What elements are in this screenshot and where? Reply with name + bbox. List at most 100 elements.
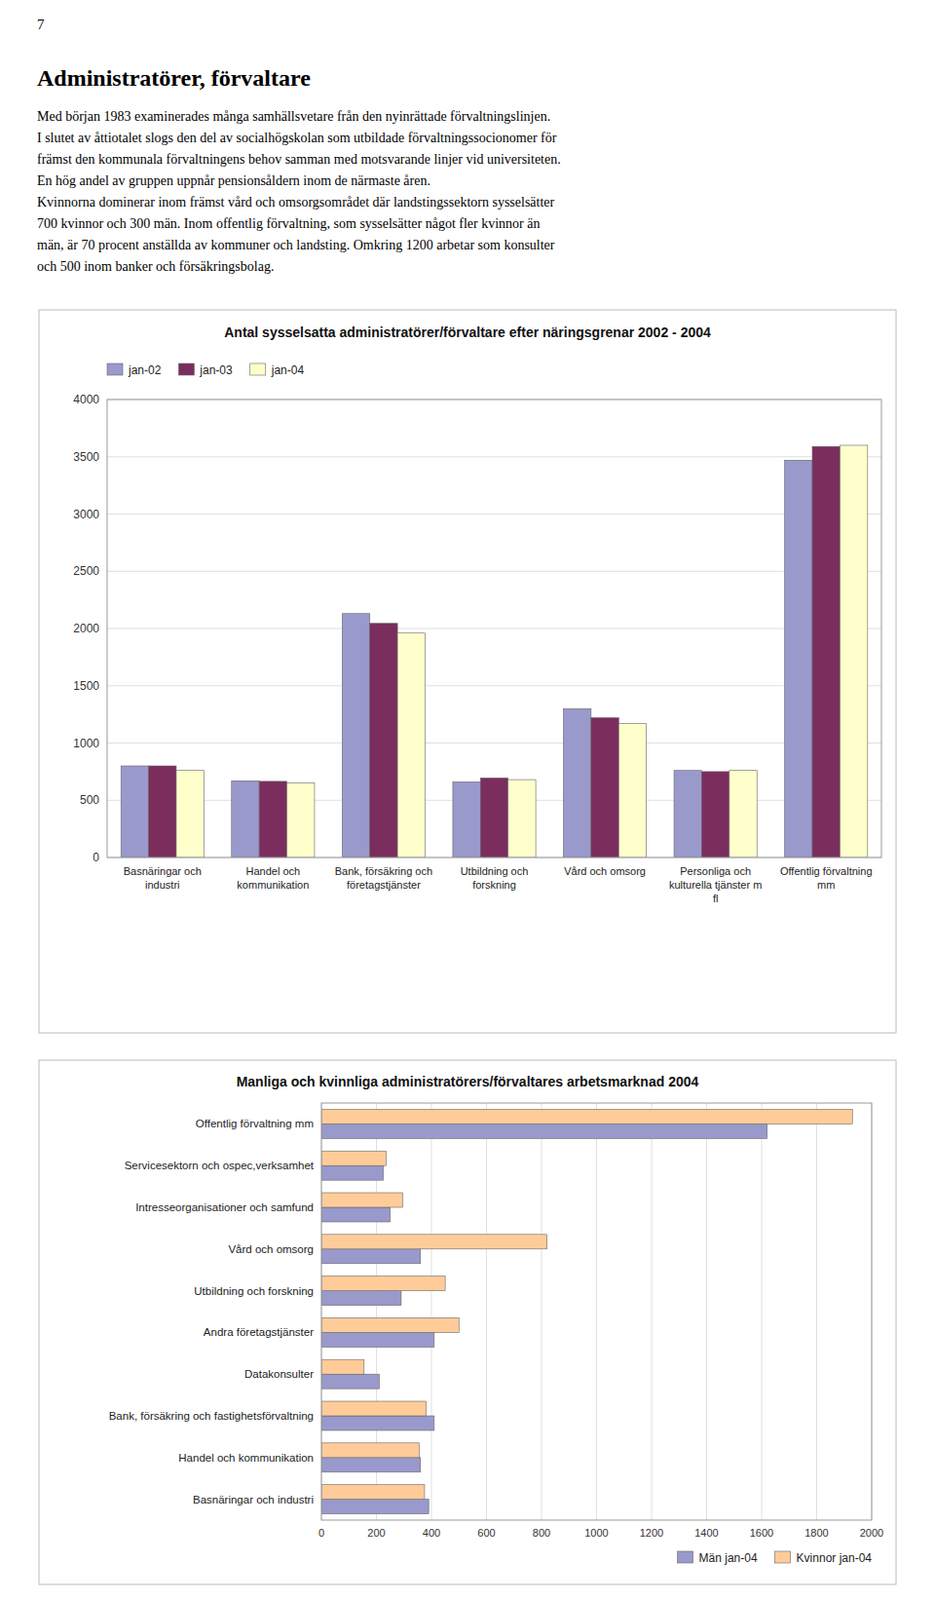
category-line: företagstjänster	[346, 878, 421, 891]
body-text: Med början 1983 examinerades många samhä…	[37, 109, 561, 274]
grid-line	[107, 455, 882, 457]
category-line: Handel och	[246, 864, 301, 877]
body-line: 700 kvinnor och 300 män. Inom offentlig …	[37, 216, 540, 231]
bar	[321, 1400, 426, 1416]
tick-label: 0	[92, 850, 100, 864]
tick-label: 3000	[73, 507, 100, 522]
bar	[785, 459, 813, 858]
bar	[287, 783, 315, 858]
bar	[591, 717, 619, 858]
category-line: Personliga och	[679, 864, 751, 877]
grid-line	[107, 742, 882, 744]
legend: jan-02jan-03jan-04	[107, 363, 304, 377]
tick-label: 1000	[73, 736, 100, 750]
tick-label: 4000	[73, 392, 100, 407]
bar	[321, 1498, 429, 1514]
body-line: En hög andel av gruppen uppnår pensionså…	[37, 173, 431, 188]
category-label: Utbildning ochforskning	[460, 864, 529, 891]
bar	[321, 1150, 386, 1165]
category-label: Offentlig förvaltningmm	[780, 864, 873, 891]
bar	[321, 1457, 421, 1472]
category-label: Basnäringar och industri	[192, 1493, 314, 1505]
category-label: Intresseorganisationer och samfund	[135, 1200, 314, 1213]
category-label: Basnäringar ochindustri	[123, 864, 202, 891]
chart-2: Manliga och kvinnliga administratörers/f…	[109, 1073, 885, 1565]
chart-title: Manliga och kvinnliga administratörers/f…	[236, 1073, 700, 1089]
grid-line	[107, 570, 882, 572]
tick-label: 3500	[73, 449, 100, 464]
tick-label: 2500	[73, 563, 100, 578]
body-line: I slutet av åttiotalet slogs den del av …	[37, 130, 558, 146]
bar	[370, 623, 398, 858]
tick-label: 400	[422, 1526, 441, 1538]
grid-line	[431, 1102, 433, 1520]
category-label: Handel och kommunikation	[178, 1451, 314, 1463]
plot-frame	[107, 399, 882, 858]
bar	[480, 777, 508, 858]
legend-item: Män jan-04	[677, 1550, 758, 1565]
category-line: Bank, försäkring och	[335, 864, 433, 877]
category-line: Offentlig förvaltning	[780, 864, 873, 877]
category-line: fl	[712, 892, 719, 904]
bars	[321, 1108, 853, 1513]
category-line: kommunikation	[236, 878, 309, 891]
body-line: Kvinnorna dominerar inom främst vård och…	[37, 194, 556, 210]
grid-line	[541, 1102, 543, 1520]
grid-line	[486, 1102, 487, 1520]
grid-line	[107, 628, 882, 630]
category-label: Utbildning och forskning	[193, 1284, 314, 1297]
bar	[321, 1192, 403, 1207]
bar	[321, 1373, 379, 1388]
category-label: Andra företagstjänster	[203, 1325, 314, 1338]
tick-label: 600	[477, 1526, 495, 1538]
chart-frame	[38, 1059, 897, 1584]
bar	[321, 1442, 419, 1458]
bar	[508, 779, 536, 858]
legend-label: jan-03	[198, 363, 233, 377]
category-line: Vård och omsorg	[563, 864, 646, 877]
bar	[321, 1484, 425, 1499]
tick-label: 800	[532, 1526, 551, 1538]
legend-label: Kvinnor jan-04	[796, 1550, 873, 1565]
grid-line	[651, 1102, 653, 1520]
bar	[397, 633, 425, 858]
body-line: Med början 1983 examinerades många samhä…	[37, 109, 551, 124]
bar	[321, 1248, 421, 1264]
category-label: Bank, försäkring ochföretagstjänster	[335, 864, 433, 891]
bar	[321, 1122, 768, 1138]
legend-swatch	[250, 363, 266, 375]
legend-swatch	[775, 1550, 791, 1563]
bar	[321, 1234, 548, 1249]
bar	[341, 613, 370, 858]
legend-swatch	[107, 363, 123, 375]
legend-label: jan-02	[127, 363, 162, 377]
chart-frame	[38, 309, 897, 1033]
bar	[321, 1316, 459, 1332]
category-label: Personliga ochkulturella tjänster mfl	[669, 864, 762, 904]
category-line: Utbildning och	[460, 864, 529, 877]
category-label: Servicesektorn och ospec,verksamhet	[124, 1159, 315, 1171]
category-label: Vård och omsorg	[227, 1242, 314, 1255]
category-label: Datakonsulter	[244, 1367, 314, 1380]
chart-1: Antal sysselsatta administratörer/förval…	[73, 324, 882, 904]
plot-frame	[321, 1102, 872, 1520]
legend-item: jan-03	[178, 363, 233, 377]
bar	[839, 445, 867, 858]
body-line: främst den kommunala förvaltningens beho…	[37, 151, 561, 167]
category-line: kulturella tjänster m	[669, 878, 762, 891]
legend-swatch	[677, 1550, 694, 1563]
bar	[231, 780, 260, 858]
bar	[149, 765, 177, 858]
bar	[321, 1275, 446, 1291]
bars	[120, 445, 868, 858]
bar	[701, 771, 729, 858]
tick-label: 1800	[804, 1526, 828, 1538]
bar	[729, 770, 757, 858]
category-line: forskning	[472, 878, 517, 891]
bar	[321, 1108, 853, 1123]
grid-line	[107, 684, 882, 686]
tick-label: 1400	[694, 1526, 718, 1538]
grid-line	[816, 1102, 818, 1520]
tick-label: 500	[79, 792, 100, 807]
category-label: Bank, försäkring och fastighetsförvaltni…	[109, 1409, 314, 1422]
